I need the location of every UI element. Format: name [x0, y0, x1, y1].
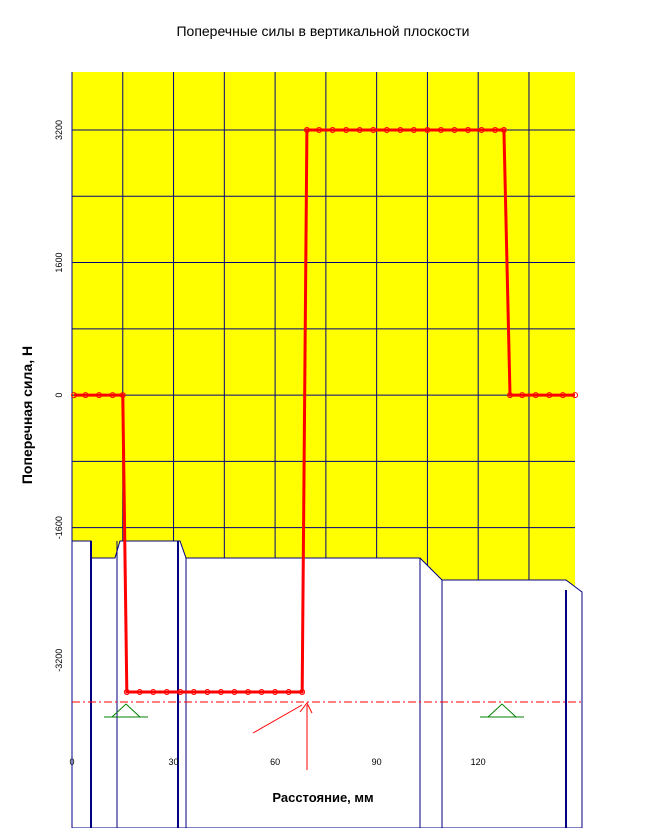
- data-point: [437, 126, 444, 133]
- data-point: [424, 126, 431, 133]
- data-point: [123, 689, 130, 696]
- data-point: [559, 392, 566, 399]
- data-point: [136, 689, 143, 696]
- data-point: [492, 126, 499, 133]
- data-point: [329, 126, 336, 133]
- y-tick-label: 3200: [54, 120, 64, 140]
- data-point: [258, 689, 265, 696]
- y-axis-label: Поперечная сила, Н: [19, 346, 35, 484]
- data-point: [150, 689, 157, 696]
- x-tick-label: 120: [471, 757, 486, 767]
- data-point: [410, 126, 417, 133]
- data-point: [190, 689, 197, 696]
- data-point: [478, 126, 485, 133]
- data-point: [465, 126, 472, 133]
- data-point: [109, 392, 116, 399]
- data-point: [119, 392, 126, 399]
- data-point: [96, 392, 103, 399]
- data-point: [272, 689, 279, 696]
- data-point: [343, 126, 350, 133]
- data-point: [500, 126, 507, 133]
- data-point: [572, 392, 578, 399]
- data-point: [82, 392, 89, 399]
- data-point: [383, 126, 390, 133]
- x-tick-label: 90: [372, 757, 382, 767]
- data-point: [303, 126, 310, 133]
- data-point: [71, 392, 78, 399]
- y-tick-label: 0: [54, 393, 64, 398]
- data-point: [532, 392, 539, 399]
- data-point: [451, 126, 458, 133]
- x-tick-label: 30: [169, 757, 179, 767]
- data-point: [397, 126, 404, 133]
- data-point: [370, 126, 377, 133]
- data-point: [299, 689, 306, 696]
- shaft-drawing: [71, 540, 583, 828]
- x-tick-label: 60: [270, 757, 280, 767]
- x-axis-label: Расстояние, мм: [272, 790, 373, 805]
- x-tick-label: 0: [69, 757, 74, 767]
- chart-title: Поперечные силы в вертикальной плоскости: [176, 23, 469, 39]
- y-tick-label: -1600: [54, 516, 64, 539]
- data-point: [204, 689, 211, 696]
- data-point: [546, 392, 553, 399]
- y-tick-label: -3200: [54, 649, 64, 672]
- data-point: [285, 689, 292, 696]
- data-point: [177, 689, 184, 696]
- data-point: [356, 126, 363, 133]
- y-tick-label: 1600: [54, 253, 64, 273]
- data-point: [519, 392, 526, 399]
- data-point: [507, 392, 514, 399]
- data-point: [163, 689, 170, 696]
- data-point: [245, 689, 252, 696]
- data-point: [316, 126, 323, 133]
- data-point: [217, 689, 224, 696]
- data-point: [231, 689, 238, 696]
